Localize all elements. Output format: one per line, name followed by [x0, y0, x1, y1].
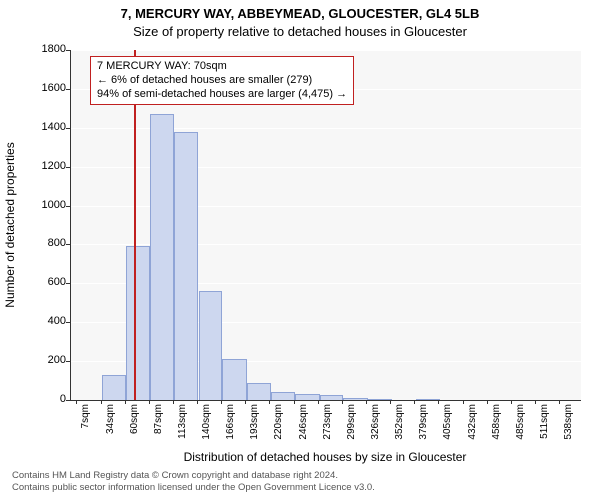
annotation-line-2: ← 6% of detached houses are smaller (279…: [97, 74, 347, 88]
x-tick: [149, 400, 150, 404]
gridline: [71, 244, 581, 245]
x-tick: [76, 400, 77, 404]
gridline: [71, 167, 581, 168]
x-tick: [535, 400, 536, 404]
x-tick: [197, 400, 198, 404]
annotation-line-3: 94% of semi-detached houses are larger (…: [97, 88, 347, 102]
x-tick-label: 405sqm: [442, 404, 453, 464]
x-tick: [125, 400, 126, 404]
y-tick-label: 1400: [26, 121, 66, 133]
histogram-bar: [320, 395, 344, 400]
x-tick: [390, 400, 391, 404]
annotation-line-1: 7 MERCURY WAY: 70sqm: [97, 60, 347, 74]
x-tick-label: 538sqm: [563, 404, 574, 464]
x-tick: [245, 400, 246, 404]
y-tick: [66, 89, 70, 90]
x-tick: [342, 400, 343, 404]
y-tick-label: 800: [26, 237, 66, 249]
x-tick: [269, 400, 270, 404]
x-tick-label: 326sqm: [370, 404, 381, 464]
figure: 7, MERCURY WAY, ABBEYMEAD, GLOUCESTER, G…: [0, 0, 600, 500]
y-tick-label: 0: [26, 393, 66, 405]
x-tick: [221, 400, 222, 404]
footer-attribution: Contains HM Land Registry data © Crown c…: [12, 470, 375, 494]
y-tick-label: 1000: [26, 199, 66, 211]
histogram-bar: [199, 291, 223, 400]
x-tick-label: 220sqm: [273, 404, 284, 464]
histogram-bar: [368, 399, 392, 400]
y-axis-label: Number of detached properties: [3, 142, 17, 307]
y-tick-label: 1800: [26, 43, 66, 55]
x-tick: [414, 400, 415, 404]
x-tick: [294, 400, 295, 404]
y-tick-label: 1200: [26, 160, 66, 172]
x-tick: [487, 400, 488, 404]
gridline: [71, 128, 581, 129]
y-tick: [66, 283, 70, 284]
histogram-bar: [416, 399, 440, 400]
x-tick-label: 7sqm: [80, 404, 91, 464]
x-tick-label: 87sqm: [153, 404, 164, 464]
x-tick-label: 246sqm: [298, 404, 309, 464]
histogram-bar: [271, 392, 295, 400]
x-tick-label: 34sqm: [105, 404, 116, 464]
x-tick: [511, 400, 512, 404]
footer-line-1: Contains HM Land Registry data © Crown c…: [12, 470, 375, 482]
y-tick: [66, 361, 70, 362]
x-tick-label: 485sqm: [515, 404, 526, 464]
x-tick: [173, 400, 174, 404]
x-tick-label: 352sqm: [394, 404, 405, 464]
y-tick-label: 1600: [26, 82, 66, 94]
y-tick: [66, 244, 70, 245]
y-tick: [66, 206, 70, 207]
x-tick-label: 299sqm: [346, 404, 357, 464]
histogram-bar: [343, 398, 368, 400]
x-tick-label: 140sqm: [201, 404, 212, 464]
x-tick-label: 458sqm: [491, 404, 502, 464]
x-tick-label: 511sqm: [539, 404, 550, 464]
y-tick-label: 200: [26, 354, 66, 366]
histogram-bar: [295, 394, 320, 400]
histogram-bar: [102, 375, 126, 400]
x-tick: [559, 400, 560, 404]
histogram-bar: [222, 359, 247, 400]
gridline: [71, 50, 581, 51]
histogram-bar: [126, 246, 151, 400]
x-tick: [101, 400, 102, 404]
gridline: [71, 206, 581, 207]
x-tick: [318, 400, 319, 404]
chart-subtitle: Size of property relative to detached ho…: [0, 24, 600, 39]
x-tick: [366, 400, 367, 404]
x-tick-label: 113sqm: [177, 404, 188, 464]
y-tick: [66, 167, 70, 168]
footer-line-2: Contains public sector information licen…: [12, 482, 375, 494]
x-tick: [463, 400, 464, 404]
annotation-box: 7 MERCURY WAY: 70sqm← 6% of detached hou…: [90, 56, 354, 105]
chart-title-address: 7, MERCURY WAY, ABBEYMEAD, GLOUCESTER, G…: [0, 6, 600, 21]
x-tick-label: 379sqm: [418, 404, 429, 464]
x-tick: [438, 400, 439, 404]
y-tick-label: 400: [26, 315, 66, 327]
x-tick-label: 166sqm: [225, 404, 236, 464]
histogram-bar: [247, 383, 272, 401]
histogram-bar: [150, 114, 174, 400]
y-tick: [66, 128, 70, 129]
y-tick-label: 600: [26, 276, 66, 288]
x-tick-label: 60sqm: [129, 404, 140, 464]
y-tick: [66, 322, 70, 323]
x-tick-label: 432sqm: [467, 404, 478, 464]
y-tick: [66, 400, 70, 401]
y-tick: [66, 50, 70, 51]
x-tick-label: 273sqm: [322, 404, 333, 464]
x-tick-label: 193sqm: [249, 404, 260, 464]
histogram-bar: [174, 132, 199, 400]
